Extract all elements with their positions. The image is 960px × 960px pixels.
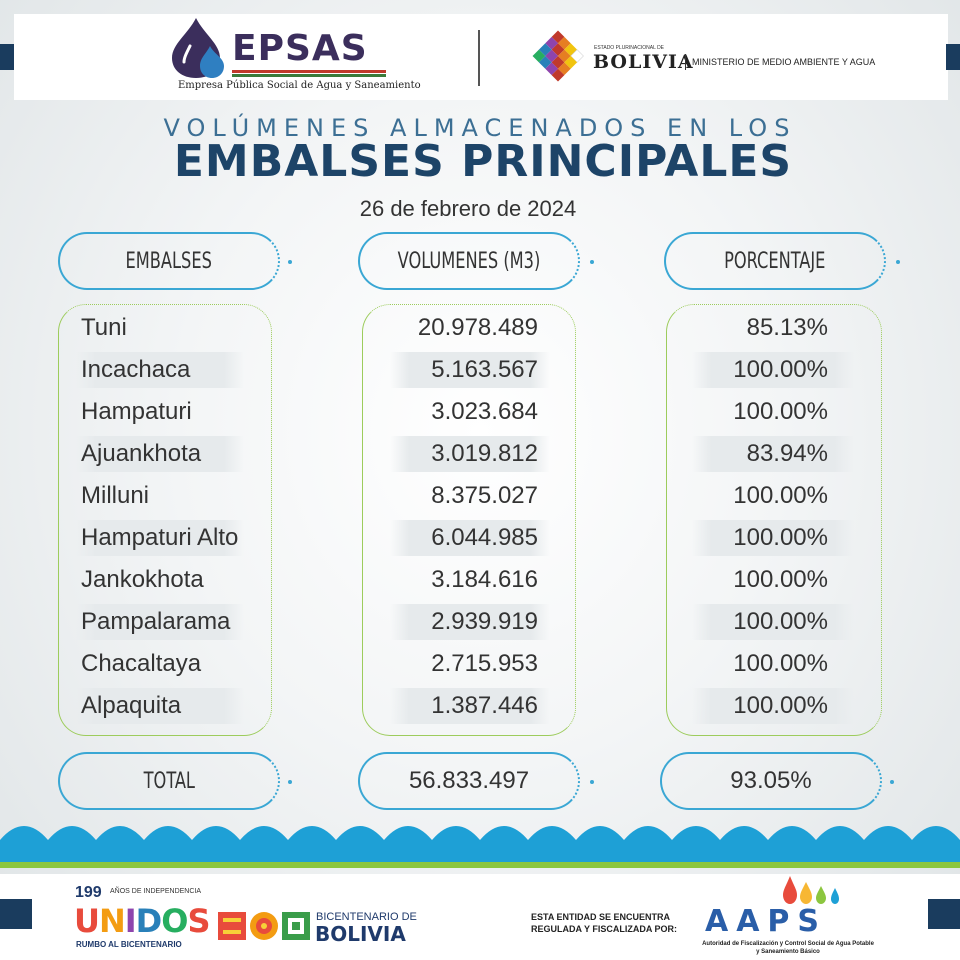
- total-percent-pill: 93.05%: [660, 752, 882, 810]
- column-box-porcentaje: [666, 304, 882, 736]
- edge-block-right: [946, 44, 960, 70]
- row-name: Jankokhota: [81, 566, 204, 593]
- row-percent: 100.00%: [692, 688, 854, 724]
- header-volumenes-label: VOLUMENES (M3): [397, 248, 541, 274]
- ministry-name: MINISTERIO DE MEDIO AMBIENTE Y AGUA: [692, 57, 876, 67]
- unidos-letter: S: [187, 902, 210, 940]
- pill-dot: [890, 780, 894, 784]
- bicentenario-small: BICENTENARIO DE: [316, 911, 417, 923]
- row-percent: 83.94%: [692, 436, 854, 472]
- row-percent: 100.00%: [692, 520, 854, 556]
- epsas-subtitle: Empresa Pública Social de Agua y Saneami…: [178, 80, 421, 91]
- row-volume: 2.939.919: [390, 604, 550, 640]
- total-percent: 93.05%: [730, 767, 812, 794]
- row-name: Chacaltaya: [81, 650, 202, 677]
- row-volume: 3.019.812: [390, 436, 550, 472]
- aaps-drops-icon: [783, 876, 839, 904]
- row-percent: 100.00%: [733, 398, 828, 425]
- footer-edge-left: [0, 899, 32, 929]
- header-porcentaje: PORCENTAJE: [664, 232, 886, 290]
- row-volume: 1.387.446: [390, 688, 550, 724]
- header-divider: [478, 30, 480, 86]
- header-porcentaje-label: PORCENTAJE: [724, 248, 826, 274]
- pill-dot: [288, 260, 292, 264]
- wiphala-emblem-icon: [532, 30, 584, 82]
- edge-block-left: [0, 44, 14, 70]
- row-percent: 100.00%: [692, 352, 854, 388]
- column-box-volumenes: [362, 304, 576, 736]
- bicentenario-icons: [218, 912, 310, 940]
- row-volume: 8.375.027: [431, 482, 538, 509]
- bicentenario-name: BOLIVIA: [315, 922, 406, 946]
- row-percent: 100.00%: [692, 604, 854, 640]
- pill-dot: [896, 260, 900, 264]
- total-volume: 56.833.497: [408, 767, 530, 794]
- row-percent: 85.13%: [746, 314, 828, 341]
- footer-edge-right: [928, 899, 960, 929]
- pill-dot: [590, 260, 594, 264]
- title-line-2: EMBALSES PRINCIPALES: [173, 136, 793, 187]
- water-drop-icon: [172, 18, 224, 78]
- total-volume-pill: 56.833.497: [358, 752, 580, 810]
- row-percent: 100.00%: [733, 482, 828, 509]
- epsas-wordmark: EPSAS: [232, 28, 368, 69]
- row-name: Ajuankhota: [76, 436, 244, 472]
- row-name: Tuni: [81, 314, 127, 341]
- header-embalses-label: EMBALSES: [125, 248, 213, 274]
- pill-dot: [288, 780, 292, 784]
- state-label: ESTADO PLURINACIONAL DE: [594, 45, 665, 51]
- row-name: Pampalarama: [76, 604, 244, 640]
- wave-decoration: [0, 826, 960, 868]
- independence-years: 199: [75, 884, 102, 901]
- row-percent: 100.00%: [733, 566, 828, 593]
- row-name: Hampaturi Alto: [76, 520, 244, 556]
- row-name: Milluni: [81, 482, 150, 509]
- row-volume: 3.184.616: [431, 566, 538, 593]
- aaps-logo-text: AAPS: [705, 904, 828, 939]
- header-volumenes: VOLUMENES (M3): [358, 232, 580, 290]
- bolivia-ministry-logo: ESTADO PLURINACIONAL DE BOLIVIA MINISTER…: [530, 28, 875, 88]
- regulation-text: ESTA ENTIDAD SE ENCUENTRA REGULADA Y FIS…: [531, 912, 678, 934]
- unidos-letter: O: [161, 902, 188, 940]
- header-embalses: EMBALSES: [58, 232, 280, 290]
- bolivia-name: BOLIVIA: [593, 51, 694, 73]
- epsas-red-bar: [232, 70, 386, 73]
- row-volume: 3.023.684: [431, 398, 538, 425]
- row-volume: 6.044.985: [390, 520, 550, 556]
- row-volume: 2.715.953: [431, 650, 538, 677]
- aaps-subtitle: Autoridad de Fiscalización y Control Soc…: [702, 941, 874, 955]
- independence-label: AÑOS DE INDEPENDENCIA: [110, 888, 202, 895]
- epsas-green-bar: [232, 74, 386, 77]
- total-label-pill: TOTAL: [58, 752, 280, 810]
- unidos-letter: D: [135, 902, 163, 940]
- unidos-logo: UNIDOS: [74, 902, 210, 940]
- title-line-1: VOLÚMENES ALMACENADOS EN LOS: [163, 114, 797, 142]
- header-band: [14, 14, 948, 100]
- row-volume: 5.163.567: [390, 352, 550, 388]
- pill-dot: [590, 780, 594, 784]
- row-percent: 100.00%: [733, 650, 828, 677]
- total-label: TOTAL: [143, 768, 195, 794]
- ministry-separator: [685, 54, 686, 70]
- row-name: Hampaturi: [81, 398, 192, 425]
- column-box-embalses: [58, 304, 272, 736]
- row-volume: 20.978.489: [417, 314, 538, 341]
- footer-band: [0, 874, 960, 960]
- report-date: 26 de febrero de 2024: [359, 196, 577, 221]
- unidos-letter: U: [74, 902, 100, 940]
- unidos-letter: I: [124, 902, 137, 940]
- row-name: Alpaquita: [76, 688, 244, 724]
- unidos-letter: N: [98, 902, 126, 940]
- row-name: Incachaca: [76, 352, 244, 388]
- rumbo-bicentenario: RUMBO AL BICENTENARIO: [76, 940, 182, 949]
- epsas-logo: EPSAS Empresa Pública Social de Agua y S…: [166, 16, 421, 96]
